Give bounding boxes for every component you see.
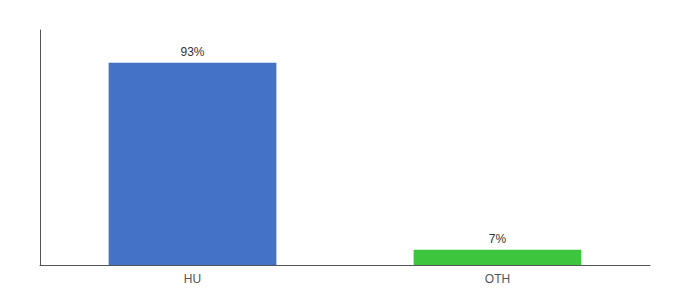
svg-text:OTH: OTH <box>485 272 510 286</box>
svg-text:HU: HU <box>184 272 201 286</box>
svg-text:7%: 7% <box>489 232 507 246</box>
svg-text:93%: 93% <box>180 45 204 59</box>
